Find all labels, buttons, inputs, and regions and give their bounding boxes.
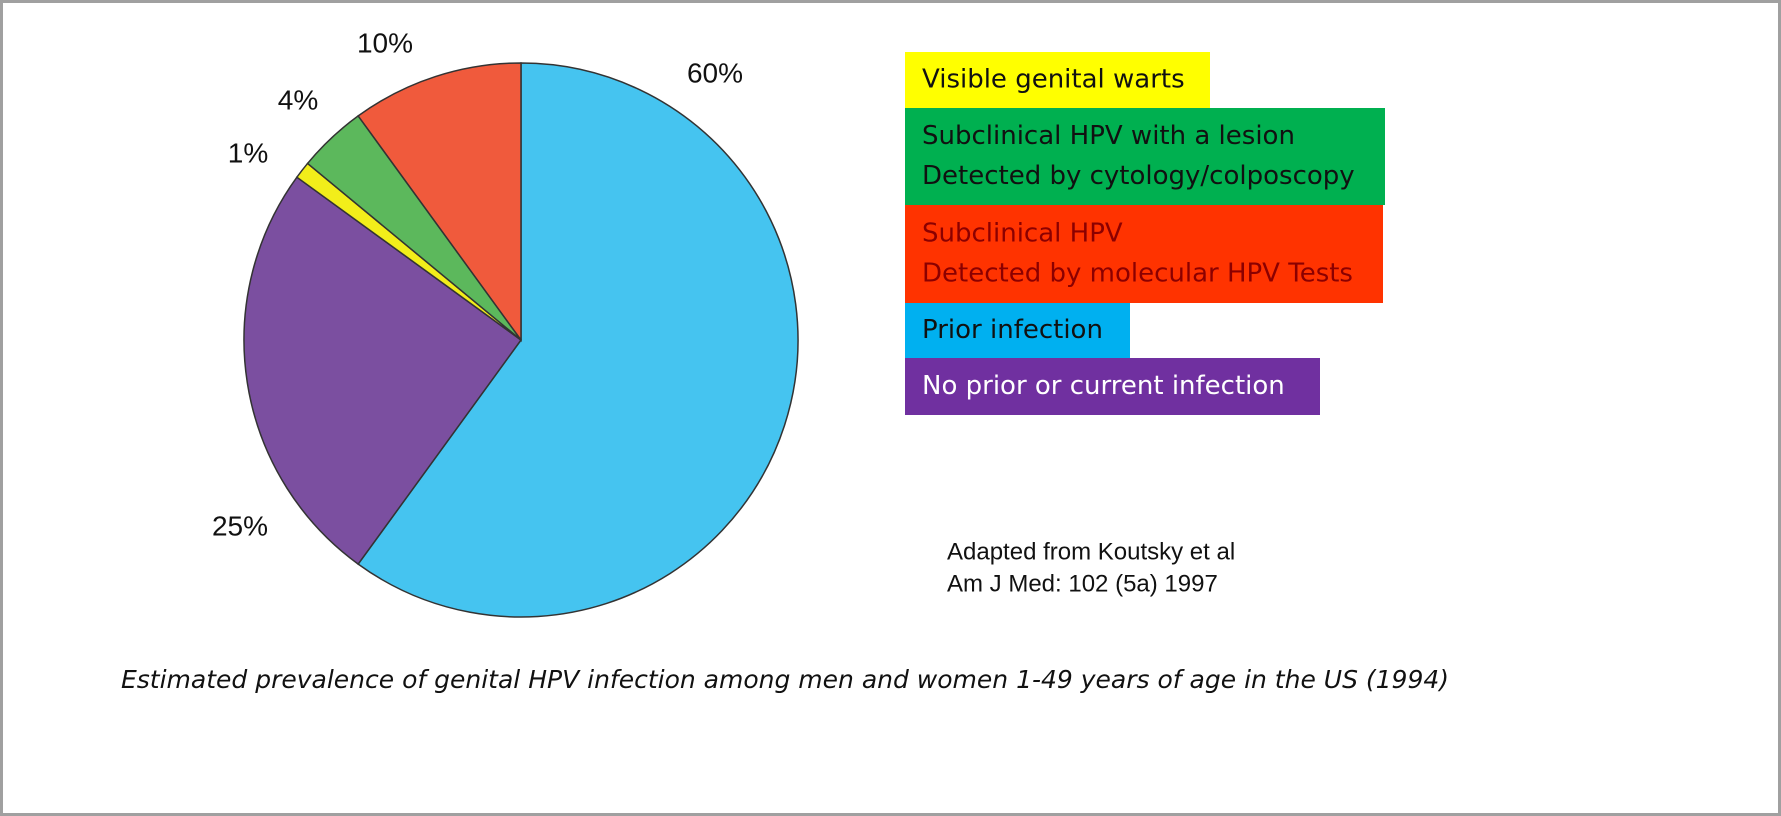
legend-swatch (905, 358, 1320, 415)
legend-label: Subclinical HPV with a lesion (922, 121, 1295, 151)
legend-label: Visible genital warts (922, 65, 1185, 95)
legend-label: Detected by molecular HPV Tests (922, 259, 1353, 289)
source-line: Am J Med: 102 (5a) 1997 (947, 570, 1218, 597)
legend-label: Subclinical HPV (922, 219, 1123, 249)
legend-label: Detected by cytology/colposcopy (922, 161, 1355, 191)
pie-slice (357, 62, 799, 618)
legend-swatch (905, 52, 1210, 108)
source-line: Adapted from Koutsky et al (947, 538, 1235, 565)
value-label: 4% (278, 84, 318, 115)
value-label: 25% (212, 510, 268, 541)
legend-label: No prior or current infection (922, 371, 1285, 401)
legend-swatch (905, 205, 1383, 303)
legend-label: Prior infection (922, 315, 1103, 345)
value-label: 60% (687, 57, 743, 88)
legend-swatch (905, 108, 1385, 205)
pie-slice (357, 62, 522, 343)
pie-slice (243, 176, 523, 566)
legend-swatch (905, 303, 1130, 358)
value-label: 1% (228, 137, 268, 168)
value-label: 10% (357, 27, 413, 58)
caption: Estimated prevalence of genital HPV infe… (121, 665, 1449, 694)
